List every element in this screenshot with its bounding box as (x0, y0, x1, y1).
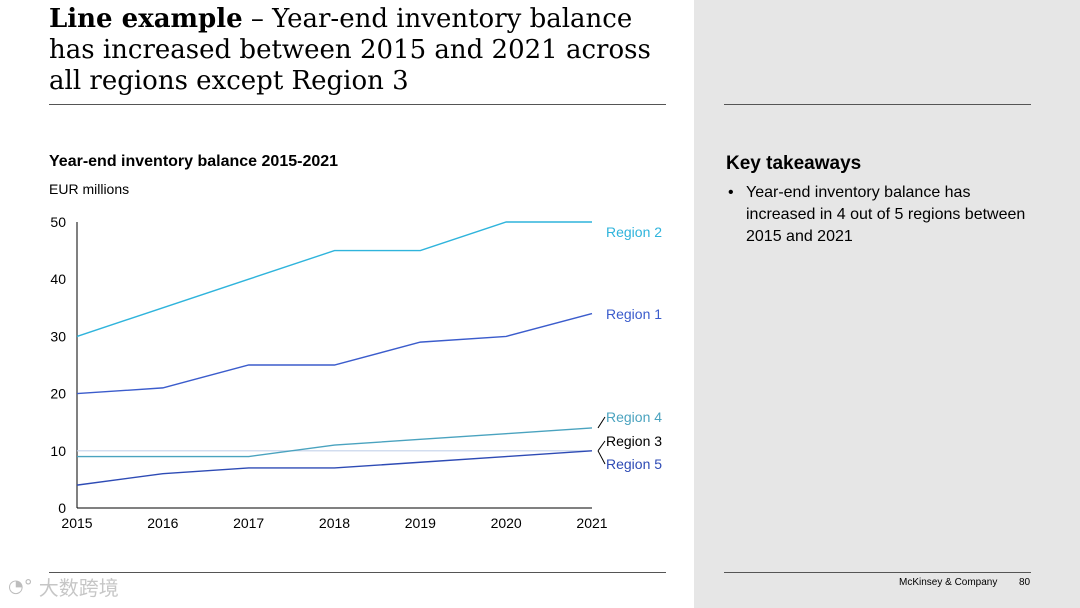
x-tick-label: 2016 (147, 515, 178, 531)
x-tick-label: 2021 (576, 515, 607, 531)
series-line-region-4 (77, 427, 593, 458)
series-label-region-3: Region 3 (606, 433, 662, 449)
title-divider-left (49, 104, 666, 105)
takeaway-item: Year-end inventory balance has increased… (726, 182, 1026, 248)
label-leader-region-3 (597, 440, 606, 452)
x-tick-label: 2015 (61, 515, 92, 531)
x-tick-label: 2019 (405, 515, 436, 531)
label-leader-region-4 (597, 416, 606, 429)
watermark-logo-icon: ◔° (8, 576, 33, 597)
series-line-region-5 (76, 450, 593, 486)
watermark: ◔° 大数跨境 (8, 572, 119, 601)
slide-title: Line example – Year-end inventory balanc… (49, 4, 669, 97)
y-tick-label: 20 (50, 386, 66, 402)
takeaways-title: Key takeaways (726, 153, 862, 174)
footer-divider-right (724, 572, 1031, 573)
title-rest: – Year-end inventory balance has increas… (49, 4, 651, 96)
series-line-region-1 (76, 312, 593, 395)
title-divider-right (724, 104, 1031, 105)
y-tick-label: 50 (50, 214, 66, 230)
x-tick-label: 2020 (491, 515, 522, 531)
footer-company: McKinsey & Company (899, 577, 998, 588)
right-panel (694, 0, 1080, 608)
title-bold: Line example (49, 4, 243, 34)
series-label-region-4: Region 4 (606, 409, 662, 425)
x-tick-label: 2017 (233, 515, 264, 531)
y-tick-label: 0 (58, 500, 66, 516)
series-label-region-2: Region 2 (606, 224, 662, 240)
label-leader-region-5 (597, 450, 606, 465)
takeaways-list: Year-end inventory balance has increased… (726, 182, 1026, 248)
x-tick-label: 2018 (319, 515, 350, 531)
chart-units: EUR millions (49, 181, 130, 197)
footer-divider-left (49, 572, 666, 573)
series-line-region-2 (76, 221, 592, 338)
series-label-region-1: Region 1 (606, 306, 662, 322)
watermark-text: 大数跨境 (38, 576, 119, 600)
series-label-region-5: Region 5 (606, 456, 662, 472)
y-tick-label: 10 (50, 443, 66, 459)
page-number: 80 (1019, 577, 1031, 588)
y-tick-label: 40 (50, 271, 66, 287)
y-tick-label: 30 (50, 328, 66, 344)
chart-title: Year-end inventory balance 2015-2021 (49, 153, 339, 170)
